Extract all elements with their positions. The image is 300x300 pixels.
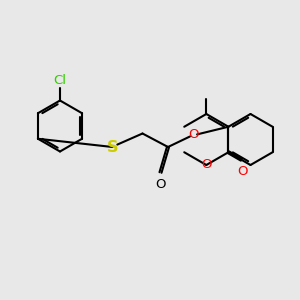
Text: O: O (188, 128, 199, 142)
Text: O: O (201, 158, 211, 172)
Text: O: O (238, 165, 248, 178)
Text: S: S (107, 140, 118, 154)
Text: Cl: Cl (53, 74, 67, 87)
Text: O: O (155, 178, 166, 191)
